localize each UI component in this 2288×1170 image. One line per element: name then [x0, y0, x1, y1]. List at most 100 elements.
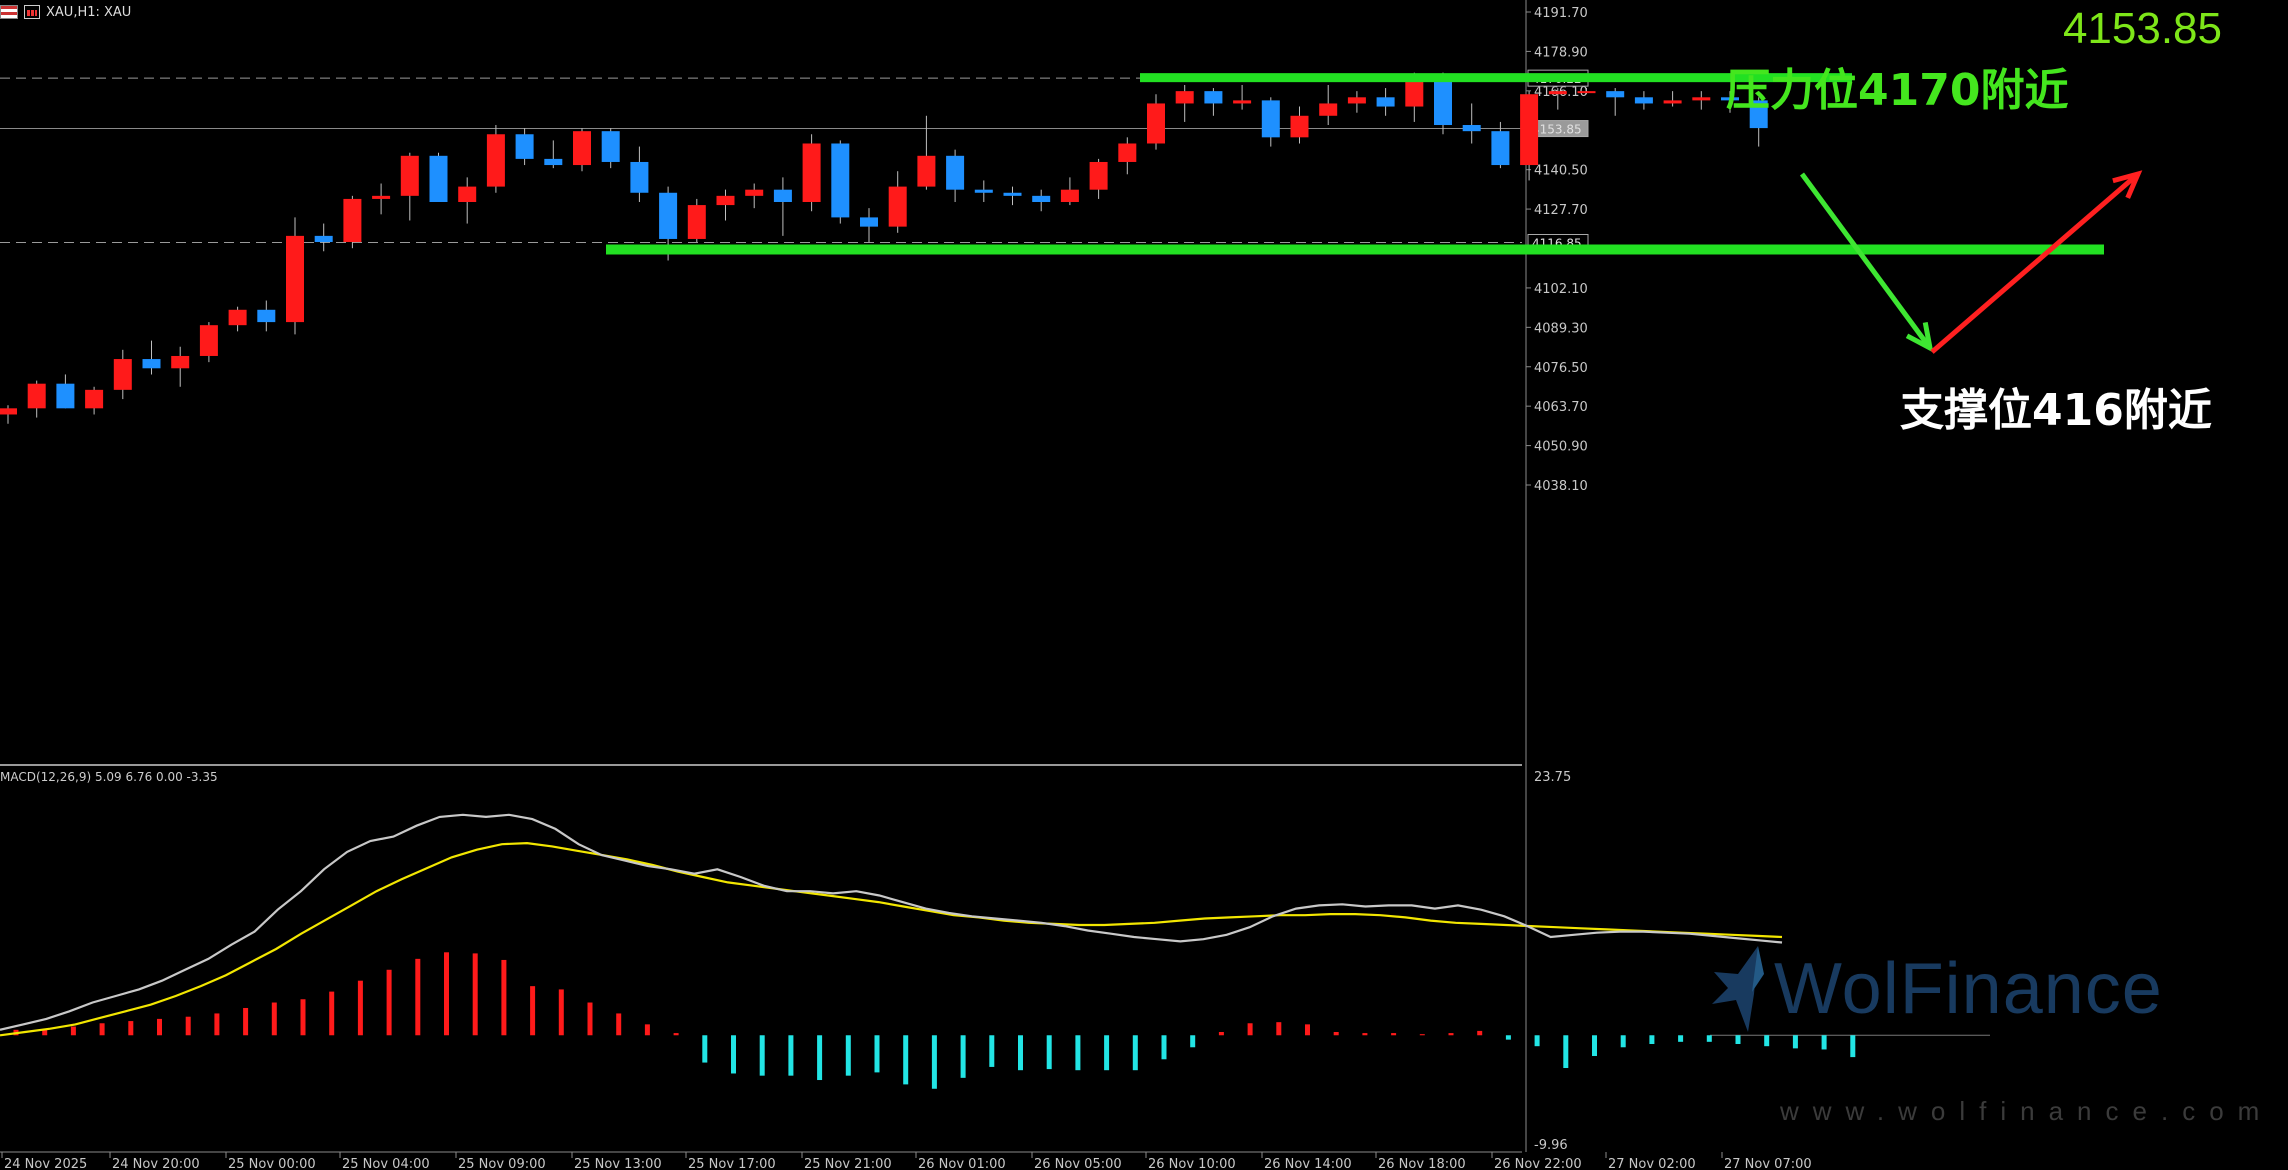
macd-histogram-bar: [616, 1013, 622, 1036]
macd-histogram-bar: [415, 958, 421, 1036]
candle-body: [400, 155, 419, 196]
macd-histogram-bar: [989, 1035, 995, 1067]
candle-body: [314, 235, 333, 243]
upward-arrow: [1930, 172, 2140, 354]
price-tick-label: 4191.70: [1534, 6, 1588, 21]
candle-body: [142, 359, 161, 369]
candle-body: [1347, 97, 1366, 104]
macd-histogram-bar: [157, 1018, 162, 1036]
macd-histogram-bar: [99, 1023, 105, 1036]
candle-body: [1405, 78, 1424, 107]
candle-body: [1434, 78, 1452, 126]
flag-icon: [0, 5, 18, 19]
candle-body: [56, 383, 75, 409]
macd-histogram-bar: [702, 1035, 708, 1063]
macd-histogram-bar: [243, 1007, 249, 1036]
chart-header: XAU,H1: XAU: [0, 2, 131, 22]
time-tick-label: 27 Nov 02:00: [1608, 1157, 1696, 1170]
macd-histogram-bar: [1161, 1035, 1167, 1060]
time-tick-label: 26 Nov 05:00: [1034, 1157, 1122, 1170]
price-tick-label: 4102.10: [1534, 282, 1588, 297]
time-tick-label: 26 Nov 10:00: [1148, 1157, 1236, 1170]
macd-histogram-bar: [1821, 1035, 1827, 1050]
macd-histogram-bar: [903, 1035, 909, 1085]
macd-histogram-bar: [1706, 1035, 1712, 1042]
candle-body: [1204, 91, 1223, 104]
time-tick-label: 25 Nov 21:00: [804, 1157, 892, 1170]
time-tick-label: 24 Nov 2025: [4, 1157, 87, 1170]
support-zone-bar: [606, 244, 2104, 255]
candle-body: [1376, 97, 1395, 107]
price-tick-label: 4063.70: [1534, 400, 1588, 415]
chart-type-icon[interactable]: [24, 5, 40, 19]
candle-body: [601, 131, 620, 162]
candle-body: [1462, 125, 1481, 132]
time-tick-label: 26 Nov 22:00: [1494, 1157, 1582, 1170]
macd-histogram-bar: [1764, 1035, 1770, 1047]
macd-histogram-bar: [444, 952, 449, 1036]
candle-body: [343, 198, 362, 243]
macd-histogram-bar: [530, 986, 536, 1036]
candle-body: [630, 161, 649, 193]
wolfinance-logo: WolFinance: [1708, 944, 2163, 1034]
candle-body: [0, 408, 17, 415]
candle-body: [1548, 91, 1567, 95]
candle-body: [458, 186, 477, 203]
price-tick-label: 4038.10: [1534, 479, 1588, 494]
candle-body: [687, 205, 706, 239]
candle-body: [860, 217, 878, 227]
macd-histogram-bar: [214, 1013, 220, 1036]
macd-histogram-bar: [1362, 1033, 1368, 1036]
macd-histogram-bar: [1534, 1035, 1540, 1047]
current-price-display: 4153.85: [2062, 4, 2222, 53]
macd-histogram-bar: [1132, 1035, 1138, 1071]
macd-histogram-bar: [185, 1016, 191, 1036]
macd-histogram-bar: [1018, 1035, 1023, 1071]
macd-histogram-bar: [1391, 1033, 1397, 1036]
candle-body: [1721, 97, 1739, 101]
candle-body: [1634, 97, 1653, 104]
candle-body: [171, 355, 190, 369]
macd-histogram-bar: [1477, 1030, 1483, 1036]
macd-histogram-bar: [1419, 1034, 1425, 1036]
candle-body: [1749, 100, 1768, 129]
candle-body: [257, 309, 276, 323]
macd-axis-min: -9.96: [1534, 1138, 1568, 1153]
macd-histogram-bar: [1104, 1035, 1110, 1071]
price-tick-label: 4127.70: [1534, 203, 1588, 218]
macd-histogram-bar: [70, 1026, 76, 1036]
macd-histogram-bar: [558, 989, 564, 1036]
time-tick-label: 26 Nov 01:00: [918, 1157, 1006, 1170]
macd-histogram-bar: [1735, 1035, 1741, 1045]
candle-body: [1491, 131, 1510, 166]
macd-histogram-bar: [1075, 1035, 1081, 1071]
candle-body: [1577, 91, 1596, 94]
candle-body: [372, 195, 391, 199]
resistance-annotation: 压力位4170附近: [1726, 65, 2069, 116]
macd-histogram-bar: [1850, 1035, 1856, 1058]
macd-histogram-bar: [1678, 1035, 1684, 1042]
time-tick-label: 25 Nov 17:00: [688, 1157, 776, 1170]
macd-histogram-bar: [1592, 1035, 1597, 1057]
macd-histogram-bar: [587, 1002, 593, 1036]
support-annotation: 支撑位416附近: [1900, 385, 2212, 436]
candle-body: [659, 192, 678, 239]
candle-body: [1147, 103, 1165, 144]
macd-histogram-bar: [501, 959, 507, 1036]
macd-signal-line: [0, 841, 1783, 1037]
candle-body: [946, 155, 965, 190]
macd-histogram-bar: [931, 1035, 937, 1089]
candle-body: [1175, 91, 1194, 104]
time-tick-label: 25 Nov 04:00: [342, 1157, 430, 1170]
macd-histogram-bar: [1448, 1033, 1454, 1036]
candle-body: [1003, 192, 1022, 196]
macd-histogram-bar: [817, 1035, 823, 1081]
downward-arrow-head: [1905, 321, 1934, 353]
macd-main-line: [0, 813, 1783, 1031]
candle-body: [1319, 103, 1338, 116]
price-tick-label: 4050.90: [1534, 440, 1588, 455]
candle-body: [1060, 189, 1079, 203]
candle-body: [974, 189, 993, 193]
candle-body: [888, 186, 907, 227]
